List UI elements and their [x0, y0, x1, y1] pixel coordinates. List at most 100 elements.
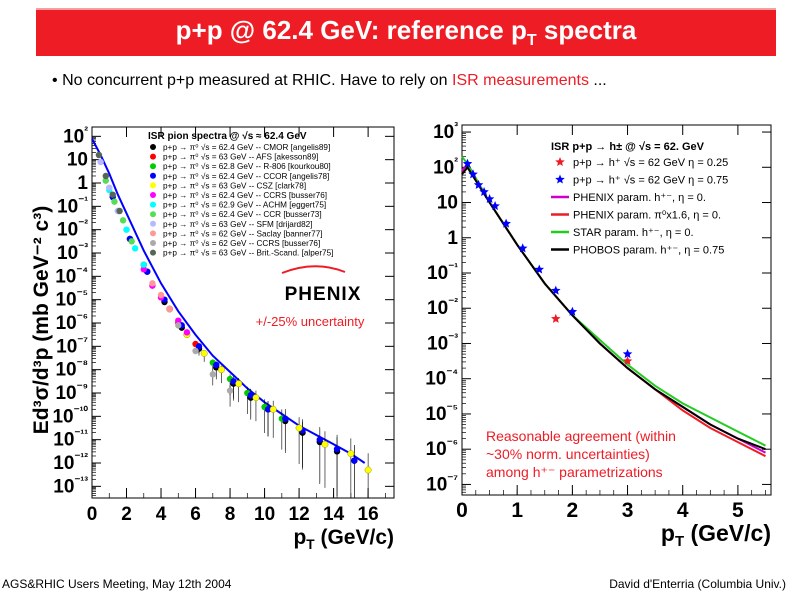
data-point [351, 457, 358, 464]
data-point [333, 445, 341, 453]
param-curve [461, 165, 766, 451]
legend-entry: p+p → π⁰ √s = 62.8 GeV -- R-806 [kourkou… [163, 162, 331, 171]
data-point [157, 291, 165, 299]
data-point [269, 405, 277, 413]
legend-marker [150, 192, 156, 198]
legend-marker [150, 201, 156, 208]
star-point [462, 158, 473, 168]
left-chart-panel: 10² 10 1 10⁻¹ 10⁻² 10⁻³ 10⁻⁴ 10⁻⁵ 10⁻⁶ 10⁻⁷ 10⁻⁸ 10… [0, 110, 400, 555]
legend-marker [555, 157, 565, 166]
phenix-logo: PHENIX [285, 284, 362, 305]
data-point [264, 406, 272, 413]
agreement-note: among h⁺⁻ parametrizations [486, 464, 663, 480]
y-tick-label: 10⁻⁷ [426, 473, 458, 495]
y-tick-label: 10⁻⁹ [55, 382, 88, 404]
y-tick-label: 10⁻⁶ [56, 312, 88, 334]
y-tick-label: 10⁻¹⁰ [52, 405, 88, 427]
legend-marker [150, 163, 156, 170]
y-tick-label: 10⁻¹¹ [53, 429, 88, 451]
legend-entry: p+p → π⁰ √s = 63 GeV -- SFM [drijard82] [163, 220, 312, 229]
data-point [295, 424, 303, 432]
y-tick-label: 10⁻³ [57, 242, 88, 264]
data-point [102, 172, 110, 180]
x-tick-label: 3 [622, 499, 634, 522]
data-point [217, 366, 225, 374]
data-point [131, 245, 139, 252]
x-tick-label: 2 [121, 504, 132, 525]
legend-marker [555, 174, 565, 184]
legend-entry: p+p → π⁰ √s = 63 GeV -- AFS [akesson89] [163, 153, 318, 162]
data-point [364, 466, 372, 474]
star-point [622, 349, 633, 359]
left-chart: 10²10110⁻¹10⁻²10⁻³10⁻⁴10⁻⁵10⁻⁶10⁻⁷10⁻⁸10… [30, 125, 395, 552]
legend-marker [150, 249, 156, 256]
star-point [484, 194, 495, 203]
bullet-line: • No concurrent p+p measured at RHIC. Ha… [52, 72, 607, 90]
data-point [109, 191, 116, 198]
legend-marker [150, 230, 156, 237]
legend-marker [150, 172, 156, 179]
y-tick-label: 10⁻⁵ [425, 403, 458, 425]
y-tick-label: 10² [63, 125, 88, 147]
data-point [102, 177, 110, 184]
y-tick-label: 10⁻⁴ [425, 368, 458, 390]
y-tick-label: 1 [447, 228, 458, 249]
legend-entry: p+p → h⁺ √s = 62 GeV η = 0.75 [573, 175, 728, 187]
data-point [111, 198, 118, 205]
bullet-end: ... [588, 72, 607, 89]
data-point [140, 261, 147, 268]
y-tick-label: 10⁻¹² [53, 452, 88, 474]
y-tick-label: 10⁻⁴ [55, 265, 88, 287]
x-tick-label: 12 [289, 504, 310, 525]
data-point [195, 343, 203, 350]
legend-entry: p+p → π⁰ √s = 62.4 GeV -- CCR [busser73] [163, 210, 322, 219]
y-tick-label: 10 [67, 150, 88, 171]
y-tick-label: 10⁻² [57, 219, 88, 241]
footer-left: AGS&RHIC Users Meeting, May 12th 2004 [2, 577, 232, 591]
data-point [123, 226, 130, 233]
agreement-note: Reasonable agreement (within [486, 428, 676, 444]
x-tick-label: 5 [732, 499, 744, 522]
legend-entry: p+p → π⁰ √s = 62 GeV -- Saclay [banner77… [163, 229, 323, 238]
y-tick-label: 10³ [433, 121, 458, 143]
plot-frame [91, 126, 395, 499]
star-point [567, 306, 578, 316]
y-tick-label: 10⁻⁷ [56, 335, 88, 357]
star-point [551, 285, 561, 295]
data-point [213, 361, 220, 369]
data-point [166, 305, 173, 313]
star-point [468, 169, 478, 179]
y-tick-label: 10⁻¹ [427, 262, 458, 284]
y-tick-label: 10⁻² [427, 297, 458, 319]
x-axis-label: pT (GeV/c) [293, 526, 394, 552]
star-point [473, 179, 484, 189]
star-point [551, 313, 561, 323]
data-point [247, 392, 254, 399]
data-point [316, 436, 323, 443]
uncertainty-note: +/-25% uncertainty [256, 314, 365, 329]
x-axis-label: pT (GeV/c) [661, 520, 771, 550]
bullet-highlight: ISR measurements [452, 72, 589, 89]
bullet-text: No concurrent p+p measured at RHIC. Have… [62, 72, 453, 89]
data-point [140, 266, 147, 273]
legend-entry: p+p → π⁰ √s = 63 GeV -- Brit.-Scand. [al… [163, 249, 333, 258]
y-tick-label: 10⁻³ [427, 332, 458, 354]
data-point [97, 158, 104, 166]
data-point [119, 217, 127, 224]
star-point [490, 201, 500, 211]
x-tick-label: 0 [87, 504, 98, 525]
x-tick-label: 16 [358, 504, 379, 525]
legend-entry: p+p → π⁰ √s = 62.4 GeV -- CCRS [busser76… [163, 191, 327, 200]
footer-right: David d'Enterria (Columbia Univ.) [609, 577, 786, 591]
data-point [347, 450, 355, 458]
legend-marker [150, 182, 156, 189]
data-point [183, 329, 191, 336]
legend-title: ISR pion spectra @ √s ≈ 62.4 GeV [148, 131, 307, 142]
star-point [501, 218, 511, 228]
data-point [106, 184, 113, 191]
fit-curve-line [91, 138, 366, 464]
star-point [517, 243, 528, 253]
x-tick-label: 1 [511, 499, 523, 522]
y-tick-label: 10⁻⁶ [426, 438, 458, 460]
y-tick-label: 10⁻¹ [57, 195, 88, 217]
